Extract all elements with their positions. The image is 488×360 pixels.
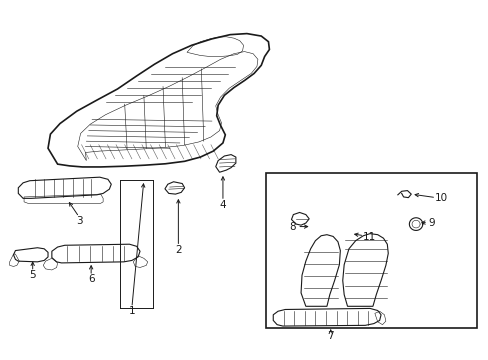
Text: 5: 5: [29, 270, 36, 280]
Text: 8: 8: [288, 221, 295, 231]
Text: 3: 3: [76, 216, 82, 226]
Polygon shape: [52, 244, 140, 263]
Text: 7: 7: [327, 331, 333, 341]
Text: 1: 1: [128, 306, 135, 316]
Polygon shape: [273, 309, 380, 326]
Text: 9: 9: [427, 218, 434, 228]
Polygon shape: [18, 177, 111, 198]
Text: 10: 10: [433, 193, 447, 203]
Text: 11: 11: [362, 232, 375, 242]
Polygon shape: [14, 248, 48, 262]
Text: 6: 6: [88, 274, 94, 284]
Bar: [265, 173, 476, 328]
Text: 2: 2: [175, 245, 182, 255]
Text: 4: 4: [219, 200, 226, 210]
Polygon shape: [301, 235, 340, 306]
Polygon shape: [342, 234, 387, 306]
